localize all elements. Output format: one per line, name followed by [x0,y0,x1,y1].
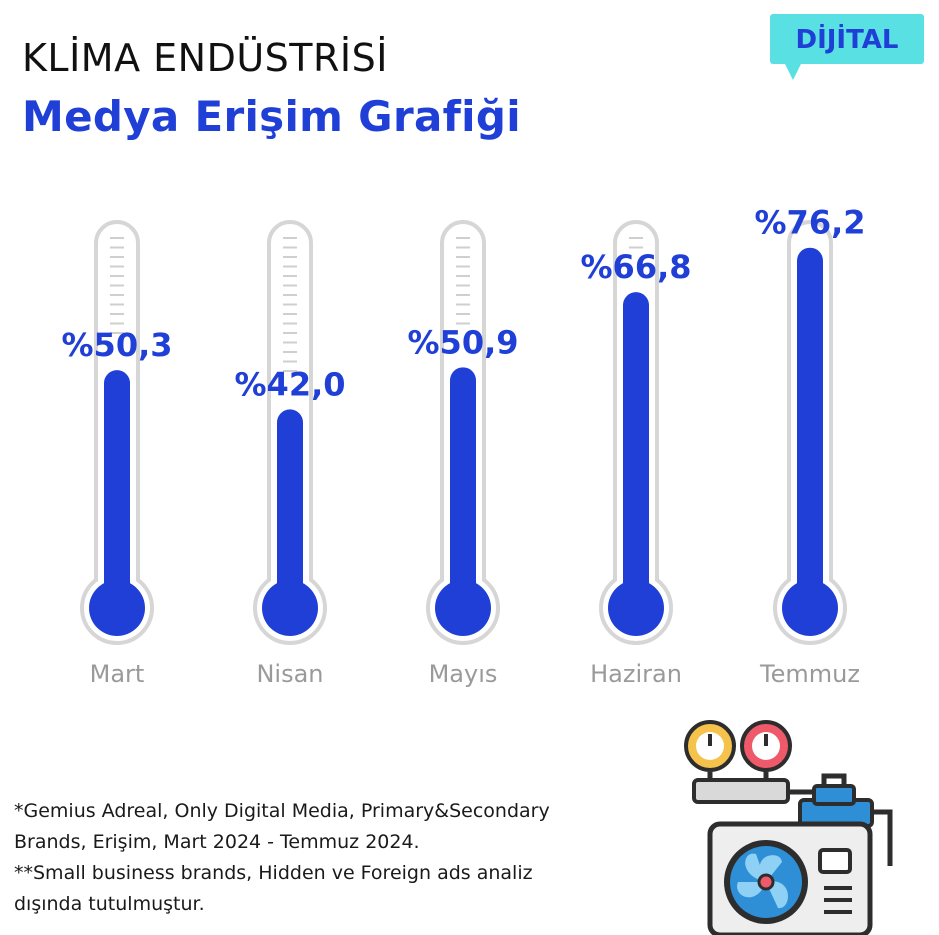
x-tick-label: Temmuz [759,660,860,688]
thermometer-chart: %50,3 Mart %42,0 Nisan %50,9 Mayıs %66,8 Hazira… [61,204,865,688]
x-tick-label: Nisan [256,660,323,688]
bar [797,247,823,608]
bar [277,409,303,608]
bar-bulb [89,580,145,636]
x-tick-label: Mayıs [429,660,498,688]
footnote-line: **Small business brands, Hidden ve Forei… [14,862,533,884]
data-label: %76,2 [754,204,865,242]
bar-bulb [782,580,838,636]
bar-bulb [608,580,664,636]
data-label: %42,0 [234,365,345,403]
footnote: *Gemius Adreal, Only Digital Media, Prim… [14,796,634,920]
footnote-line: *Gemius Adreal, Only Digital Media, Prim… [14,800,550,822]
footnote-line: Brands, Erişim, Mart 2024 - Temmuz 2024. [14,831,420,853]
footnote-line: dışında tutulmuştur. [14,893,205,915]
data-label: %66,8 [580,248,691,286]
bar-bulb [262,580,318,636]
data-label: %50,3 [61,326,172,364]
page-title: KLİMA ENDÜSTRİSİ [22,36,388,80]
x-tick-label: Haziran [590,660,682,688]
bar-bulb [435,580,491,636]
bar [623,292,649,608]
bar [104,370,130,608]
data-label: %50,9 [407,323,518,361]
bar [450,367,476,608]
air-conditioner-icon [684,720,893,935]
digital-badge: DİJİTAL [770,14,924,64]
x-tick-label: Mart [90,660,145,688]
page-subtitle: Medya Erişim Grafiği [22,92,521,141]
badge-tail [784,62,802,80]
